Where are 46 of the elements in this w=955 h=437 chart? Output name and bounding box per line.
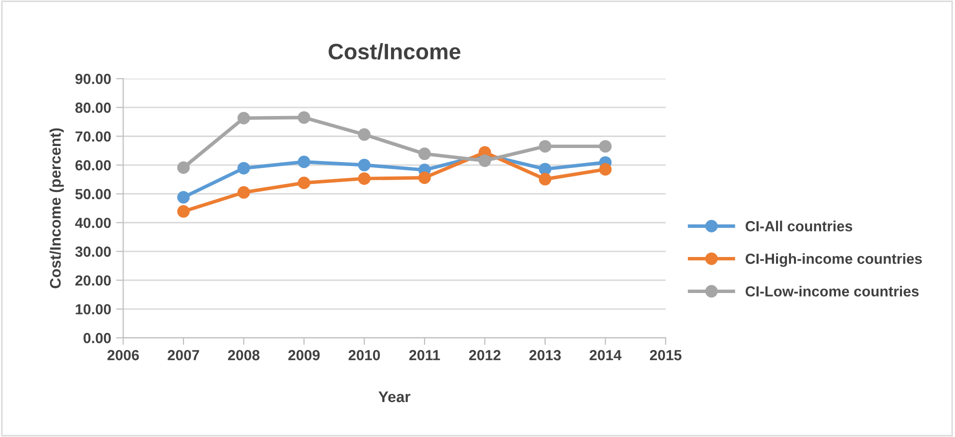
point	[177, 161, 190, 174]
legend-label: CI-High-income countries	[746, 253, 922, 267]
y-tick-label: 10.00	[76, 304, 111, 314]
point	[538, 140, 552, 153]
point	[418, 171, 431, 184]
x-tick-label: 2006	[107, 350, 139, 360]
x-tick-label: 2007	[168, 350, 200, 360]
y-tick-label: 90.00	[75, 74, 111, 84]
y-axis-title: Cost/Income (percent)	[50, 128, 64, 288]
x-axis-title: Year	[378, 392, 410, 402]
y-tick-label: 80.00	[75, 102, 111, 113]
x-tick-label: 2010	[348, 350, 380, 360]
point	[538, 162, 552, 176]
point	[177, 205, 190, 218]
point	[298, 156, 310, 168]
point	[358, 172, 371, 185]
x-tick-label: 2012	[469, 350, 500, 360]
point	[418, 148, 431, 160]
chart-title: Cost/Income	[328, 43, 460, 60]
point	[599, 163, 612, 176]
point	[237, 162, 250, 174]
y-tick-label: 50.00	[75, 188, 111, 200]
point	[237, 112, 250, 124]
point	[538, 172, 552, 186]
point	[478, 154, 492, 167]
y-tick-label: 40.00	[75, 218, 111, 228]
point	[358, 128, 371, 141]
point	[599, 140, 612, 153]
x-tick-label: 2008	[228, 350, 260, 360]
x-tick-label: 2013	[529, 350, 561, 360]
y-tick-label: 30.00	[75, 246, 111, 257]
x-tick-label: 2015	[650, 350, 682, 360]
y-tick-label: 20.00	[75, 275, 111, 286]
y-tick-label: 0.00	[84, 332, 111, 344]
y-tick-label: 60.00	[75, 160, 111, 170]
y-tick-label: 70.00	[76, 131, 111, 142]
x-tick-label: 2011	[409, 350, 440, 360]
point	[358, 158, 371, 172]
legend-label: CI-All countries	[746, 220, 852, 232]
x-tick-label: 2009	[288, 350, 320, 360]
point	[298, 111, 310, 124]
point	[298, 176, 310, 190]
x-tick-label: 2014	[590, 350, 622, 360]
point	[237, 186, 250, 199]
point	[177, 191, 190, 204]
legend-label: CI-Low-income countries	[746, 286, 919, 297]
